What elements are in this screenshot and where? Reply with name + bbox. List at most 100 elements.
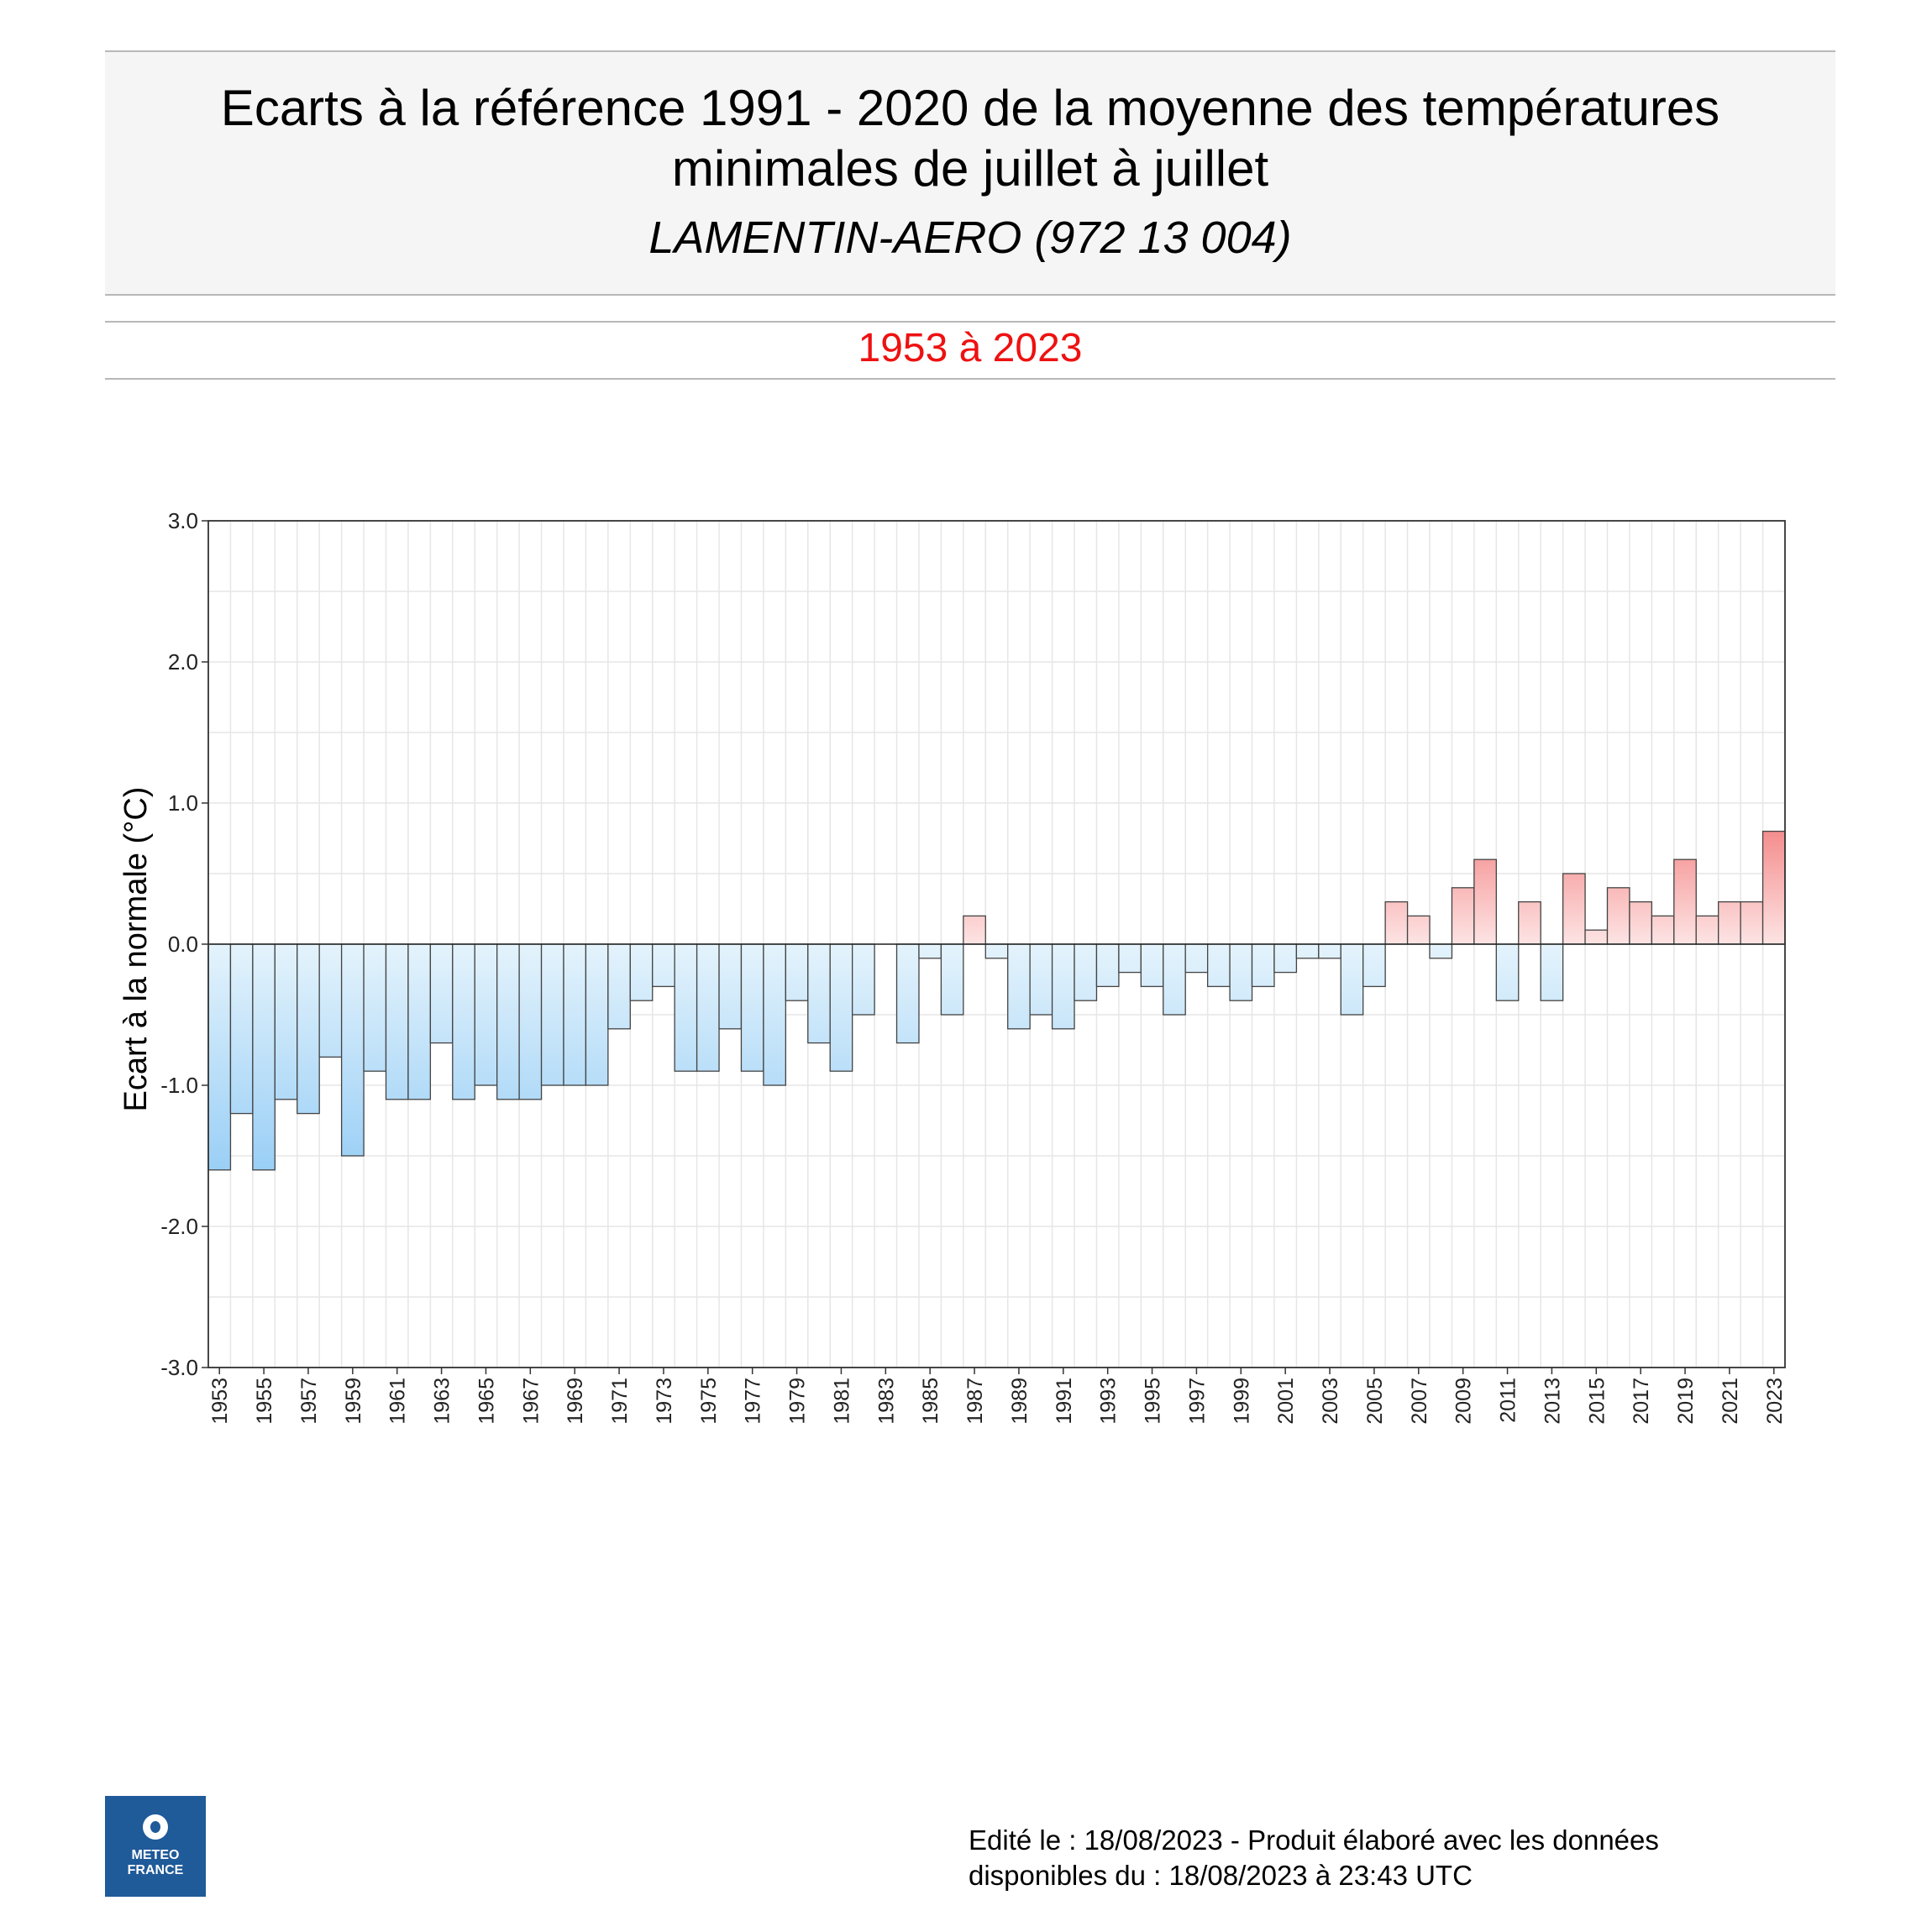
x-tick-label: 1967: [519, 1378, 543, 1425]
x-tick-label: 2001: [1274, 1378, 1298, 1425]
bar-2003: [1318, 943, 1341, 959]
bar-2015: [1584, 929, 1609, 945]
x-tick-label: 1975: [697, 1378, 721, 1425]
bar-2021: [1718, 900, 1741, 945]
bar-1998: [1206, 943, 1231, 988]
footer-line1: Edité le : 18/08/2023 - Produit élaboré …: [969, 1824, 1659, 1856]
bar-1958: [318, 943, 343, 1058]
bar-2018: [1651, 915, 1675, 945]
bar-2000: [1251, 943, 1275, 988]
bar-1982: [852, 943, 875, 1016]
logo-line2: FRANCE: [127, 1863, 184, 1877]
bar-1967: [518, 943, 543, 1100]
x-tick-label: 1999: [1230, 1378, 1253, 1425]
bar-2006: [1384, 900, 1409, 945]
period-label: 1953 à 2023: [858, 326, 1083, 370]
logo-text: METEO FRANCE: [105, 1848, 206, 1878]
bar-1979: [785, 943, 809, 1001]
bar-1994: [1118, 943, 1142, 974]
y-tick-label: 3.0: [168, 508, 198, 533]
footer-line2: disponibles du : 18/08/2023 à 23:43 UTC: [969, 1860, 1473, 1891]
y-tick-label: -3.0: [160, 1355, 198, 1380]
bar-1995: [1140, 943, 1164, 988]
bar-1999: [1229, 943, 1253, 1001]
meteo-france-logo: METEO FRANCE: [105, 1796, 206, 1897]
bar-1997: [1184, 943, 1209, 974]
bar-1970: [585, 943, 609, 1086]
bar-1973: [652, 943, 675, 988]
bar-2012: [1518, 900, 1541, 945]
bar-1968: [540, 943, 564, 1086]
x-tick-label: 1983: [874, 1378, 898, 1425]
footer-note: Edité le : 18/08/2023 - Produit élaboré …: [969, 1823, 1659, 1893]
chart-title-line1: Ecarts à la référence 1991 - 2020 de la …: [220, 80, 1720, 136]
bar-2016: [1606, 887, 1630, 945]
bar-1978: [763, 943, 787, 1086]
x-tick-label: 2005: [1363, 1378, 1387, 1425]
x-tick-label: 1997: [1185, 1378, 1209, 1425]
bar-1984: [895, 943, 920, 1044]
bar-1953: [207, 943, 232, 1171]
x-tick-label: 2017: [1630, 1378, 1653, 1425]
bar-2011: [1495, 943, 1520, 1001]
y-axis-label: Ecart à la normale (°C): [118, 787, 154, 1112]
bar-2022: [1740, 900, 1764, 945]
x-tick-label: 2007: [1408, 1378, 1431, 1425]
bar-1976: [718, 943, 743, 1030]
x-tick-label: 1953: [208, 1378, 232, 1425]
bar-1996: [1163, 943, 1186, 1016]
bar-1961: [385, 943, 409, 1100]
x-tick-label: 2023: [1763, 1378, 1787, 1425]
bar-1969: [563, 943, 587, 1086]
x-tick-label: 2019: [1674, 1378, 1698, 1425]
station-name: LAMENTIN-AERO (972 13 004): [648, 213, 1292, 263]
x-tick-label: 1987: [963, 1378, 987, 1425]
bar-1977: [740, 943, 764, 1072]
bar-1974: [674, 943, 698, 1072]
bar-1972: [629, 943, 654, 1001]
y-tick-label: 0.0: [168, 932, 198, 957]
bars: [207, 830, 1786, 1171]
bar-2008: [1429, 943, 1453, 959]
bar-2001: [1273, 943, 1298, 974]
bar-1954: [229, 943, 254, 1115]
bar-1957: [297, 943, 320, 1115]
bar-2017: [1629, 900, 1653, 945]
header-panel: Ecarts à la référence 1991 - 2020 de la …: [105, 50, 1835, 296]
logo-icon: [143, 1814, 168, 1840]
bar-2013: [1540, 943, 1564, 1001]
bar-2014: [1562, 873, 1586, 945]
x-tick-label: 1985: [919, 1378, 942, 1425]
bar-1990: [1029, 943, 1053, 1016]
x-tick-label: 2011: [1497, 1378, 1520, 1423]
bar-2009: [1451, 887, 1475, 945]
bar-1985: [918, 943, 942, 959]
bar-1959: [340, 943, 365, 1157]
x-tick-label: 1955: [253, 1378, 276, 1425]
bar-1975: [696, 943, 720, 1072]
bar-2004: [1340, 943, 1364, 1016]
x-tick-label: 1959: [342, 1378, 365, 1425]
x-tick-label: 2013: [1541, 1378, 1564, 1425]
x-tick-label: 1991: [1053, 1378, 1076, 1425]
bar-1960: [363, 943, 387, 1072]
y-tick-label: -1.0: [160, 1073, 198, 1098]
bar-1992: [1074, 943, 1098, 1001]
bar-2019: [1673, 858, 1697, 945]
bar-1963: [429, 943, 454, 1044]
x-tick-label: 1961: [386, 1378, 410, 1425]
bar-2010: [1473, 858, 1497, 945]
x-tick-label: 2003: [1319, 1378, 1342, 1425]
bar-1965: [474, 943, 498, 1086]
bar-1956: [274, 943, 298, 1100]
bar-2023: [1761, 830, 1786, 945]
bar-1966: [496, 943, 520, 1100]
x-tick-label: 1965: [475, 1378, 498, 1425]
bar-2002: [1295, 943, 1320, 959]
x-tick-label: 1981: [830, 1378, 853, 1425]
x-tick-label: 1973: [653, 1378, 676, 1425]
y-tick-label: -2.0: [160, 1214, 198, 1239]
bar-1989: [1007, 943, 1031, 1030]
x-tick-label: 2015: [1585, 1378, 1609, 1425]
bar-1971: [607, 943, 631, 1030]
